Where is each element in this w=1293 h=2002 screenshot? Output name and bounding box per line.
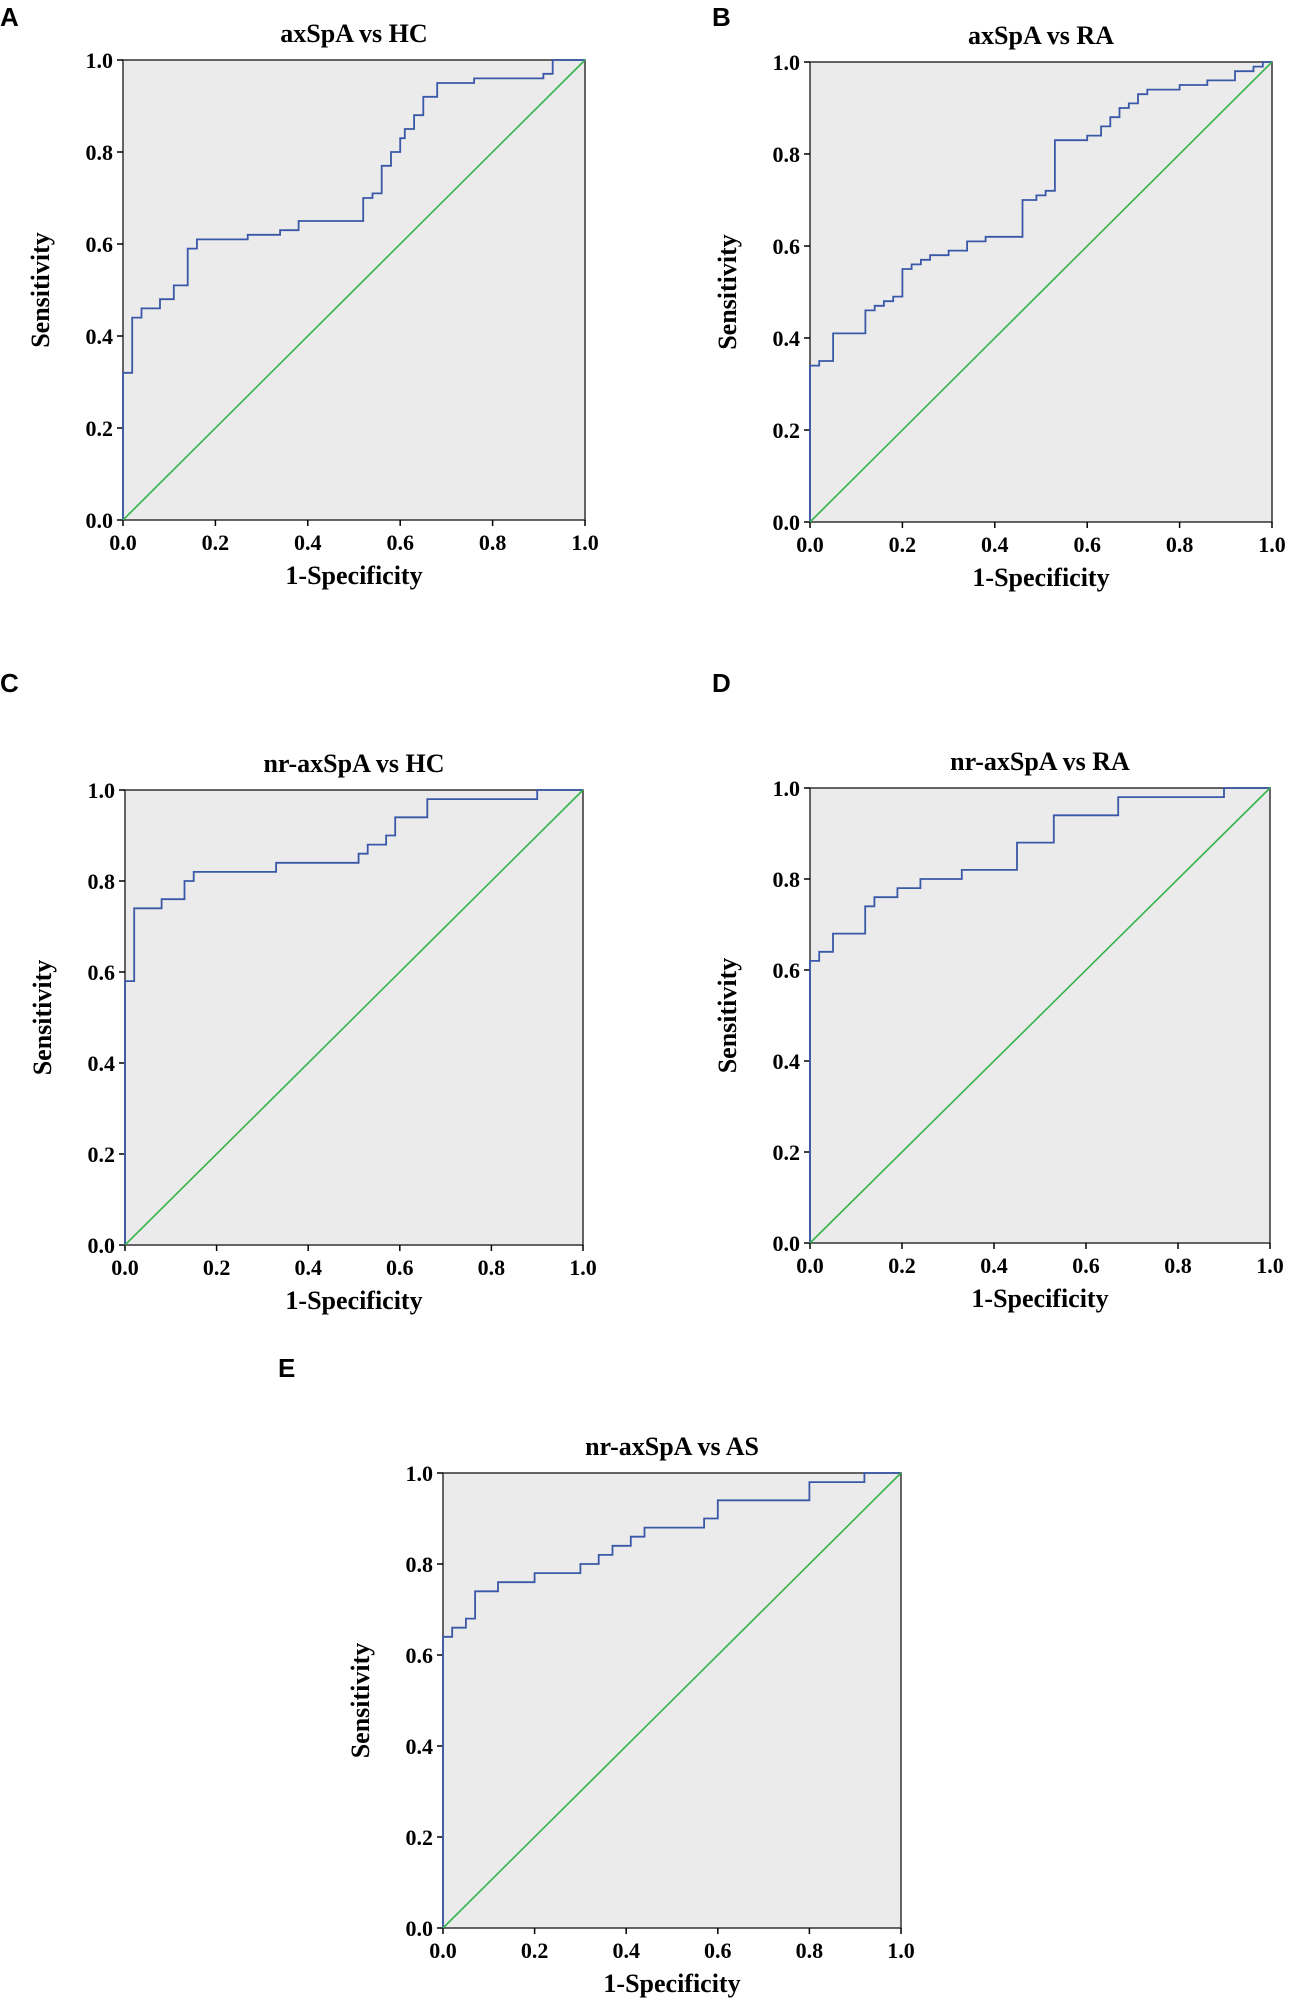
y-tick-label: 0.0 <box>773 510 801 535</box>
x-tick-label: 0.0 <box>796 1253 824 1278</box>
y-axis-label: Sensitivity <box>713 234 742 350</box>
y-tick-label: 0.8 <box>773 142 801 167</box>
chart-title: axSpA vs HC <box>280 19 427 48</box>
y-tick-label: 0.4 <box>773 326 801 351</box>
x-tick-label: 0.2 <box>888 1253 916 1278</box>
y-tick-label: 0.2 <box>406 1825 434 1850</box>
x-tick-label: 0.6 <box>1073 532 1101 557</box>
y-tick-label: 0.8 <box>88 869 116 894</box>
x-tick-label: 0.8 <box>1166 532 1194 557</box>
y-axis-label: Sensitivity <box>26 232 55 348</box>
chart-title: nr-axSpA vs AS <box>585 1432 759 1461</box>
panel-letter: E <box>278 1353 295 1383</box>
y-tick-label: 0.2 <box>86 416 114 441</box>
y-tick-label: 0.6 <box>406 1643 434 1668</box>
roc-curve-line <box>442 1472 901 1928</box>
panel-letter: C <box>0 668 19 698</box>
roc-curve-line <box>122 59 585 520</box>
x-tick-label: 0.4 <box>294 1255 322 1280</box>
chart-title: axSpA vs RA <box>968 21 1114 50</box>
x-tick-label: 0.4 <box>612 1938 640 1963</box>
x-tick-label: 0.4 <box>981 532 1009 557</box>
x-tick-label: 0.8 <box>1164 1253 1192 1278</box>
x-tick-label: 1.0 <box>887 1938 915 1963</box>
x-tick-label: 0.4 <box>980 1253 1008 1278</box>
x-tick-label: 0.4 <box>294 530 322 555</box>
y-tick-label: 0.0 <box>773 1231 801 1256</box>
y-tick-label: 1.0 <box>773 50 801 75</box>
y-tick-label: 0.4 <box>86 324 114 349</box>
x-axis-label: 1-Specificity <box>285 1286 422 1315</box>
x-tick-label: 0.2 <box>521 1938 549 1963</box>
x-tick-label: 0.6 <box>386 1255 414 1280</box>
y-tick-label: 0.2 <box>773 418 801 443</box>
x-tick-label: 0.0 <box>109 530 137 555</box>
reference-diagonal-line <box>124 789 584 1246</box>
x-tick-label: 1.0 <box>1258 532 1286 557</box>
y-axis-label: Sensitivity <box>28 960 57 1076</box>
x-tick-label: 0.8 <box>479 530 507 555</box>
x-tick-label: 0.2 <box>203 1255 231 1280</box>
x-tick-label: 1.0 <box>569 1255 597 1280</box>
reference-diagonal-line <box>122 59 586 521</box>
x-tick-label: 0.2 <box>889 532 917 557</box>
x-tick-label: 1.0 <box>1256 1253 1284 1278</box>
roc-curve-line <box>809 61 1272 522</box>
y-tick-label: 0.0 <box>406 1916 434 1941</box>
y-tick-label: 1.0 <box>773 776 801 801</box>
reference-diagonal-line <box>809 787 1271 1244</box>
roc-panel-c: Cnr-axSpA vs HC 0.0 0.2 0.4 0.6 0.8 1.0 0.0 0.2 0… <box>0 668 597 1315</box>
y-tick-label: 0.4 <box>773 1049 801 1074</box>
y-tick-label: 0.6 <box>88 960 116 985</box>
x-axis-label: 1-Specificity <box>971 1284 1108 1313</box>
y-tick-label: 1.0 <box>406 1461 434 1486</box>
y-tick-label: 0.2 <box>88 1142 116 1167</box>
y-tick-label: 0.6 <box>773 958 801 983</box>
panel-letter: A <box>0 2 19 32</box>
panel-letter: D <box>712 668 731 698</box>
x-axis-label: 1-Specificity <box>603 1969 740 1998</box>
x-tick-label: 0.8 <box>478 1255 506 1280</box>
roc-panel-e: Enr-axSpA vs AS 0.0 0.2 0.4 0.6 0.8 1.0 0.0 0.2 0… <box>278 1353 915 1998</box>
y-tick-label: 0.6 <box>773 234 801 259</box>
x-tick-label: 0.6 <box>386 530 414 555</box>
y-axis-label: Sensitivity <box>346 1643 375 1759</box>
roc-curve-line <box>809 787 1270 1243</box>
panel-letter: B <box>712 2 731 32</box>
y-tick-label: 0.0 <box>88 1233 116 1258</box>
x-tick-label: 0.2 <box>202 530 230 555</box>
chart-title: nr-axSpA vs HC <box>263 749 444 778</box>
x-tick-label: 0.0 <box>796 532 824 557</box>
y-tick-label: 0.4 <box>88 1051 116 1076</box>
x-tick-label: 0.6 <box>704 1938 732 1963</box>
roc-panel-d: Dnr-axSpA vs RA 0.0 0.2 0.4 0.6 0.8 1.0 0.0 0.2 0… <box>712 668 1284 1313</box>
y-tick-label: 0.8 <box>773 867 801 892</box>
y-tick-label: 0.8 <box>86 140 114 165</box>
y-tick-label: 0.2 <box>773 1140 801 1165</box>
reference-diagonal-line <box>809 61 1273 523</box>
y-tick-label: 0.6 <box>86 232 114 257</box>
x-tick-label: 0.0 <box>429 1938 457 1963</box>
y-tick-label: 0.0 <box>86 508 114 533</box>
roc-curve-line <box>124 789 583 1245</box>
y-axis-label: Sensitivity <box>713 958 742 1074</box>
y-tick-label: 1.0 <box>88 778 116 803</box>
x-tick-label: 0.6 <box>1072 1253 1100 1278</box>
chart-title: nr-axSpA vs RA <box>950 747 1130 776</box>
x-tick-label: 1.0 <box>571 530 599 555</box>
x-tick-label: 0.0 <box>111 1255 139 1280</box>
x-tick-label: 0.8 <box>796 1938 824 1963</box>
y-tick-label: 1.0 <box>86 48 114 73</box>
y-tick-label: 0.4 <box>406 1734 434 1759</box>
y-tick-label: 0.8 <box>406 1552 434 1577</box>
x-axis-label: 1-Specificity <box>972 563 1109 592</box>
x-axis-label: 1-Specificity <box>285 561 422 590</box>
reference-diagonal-line <box>442 1472 902 1929</box>
